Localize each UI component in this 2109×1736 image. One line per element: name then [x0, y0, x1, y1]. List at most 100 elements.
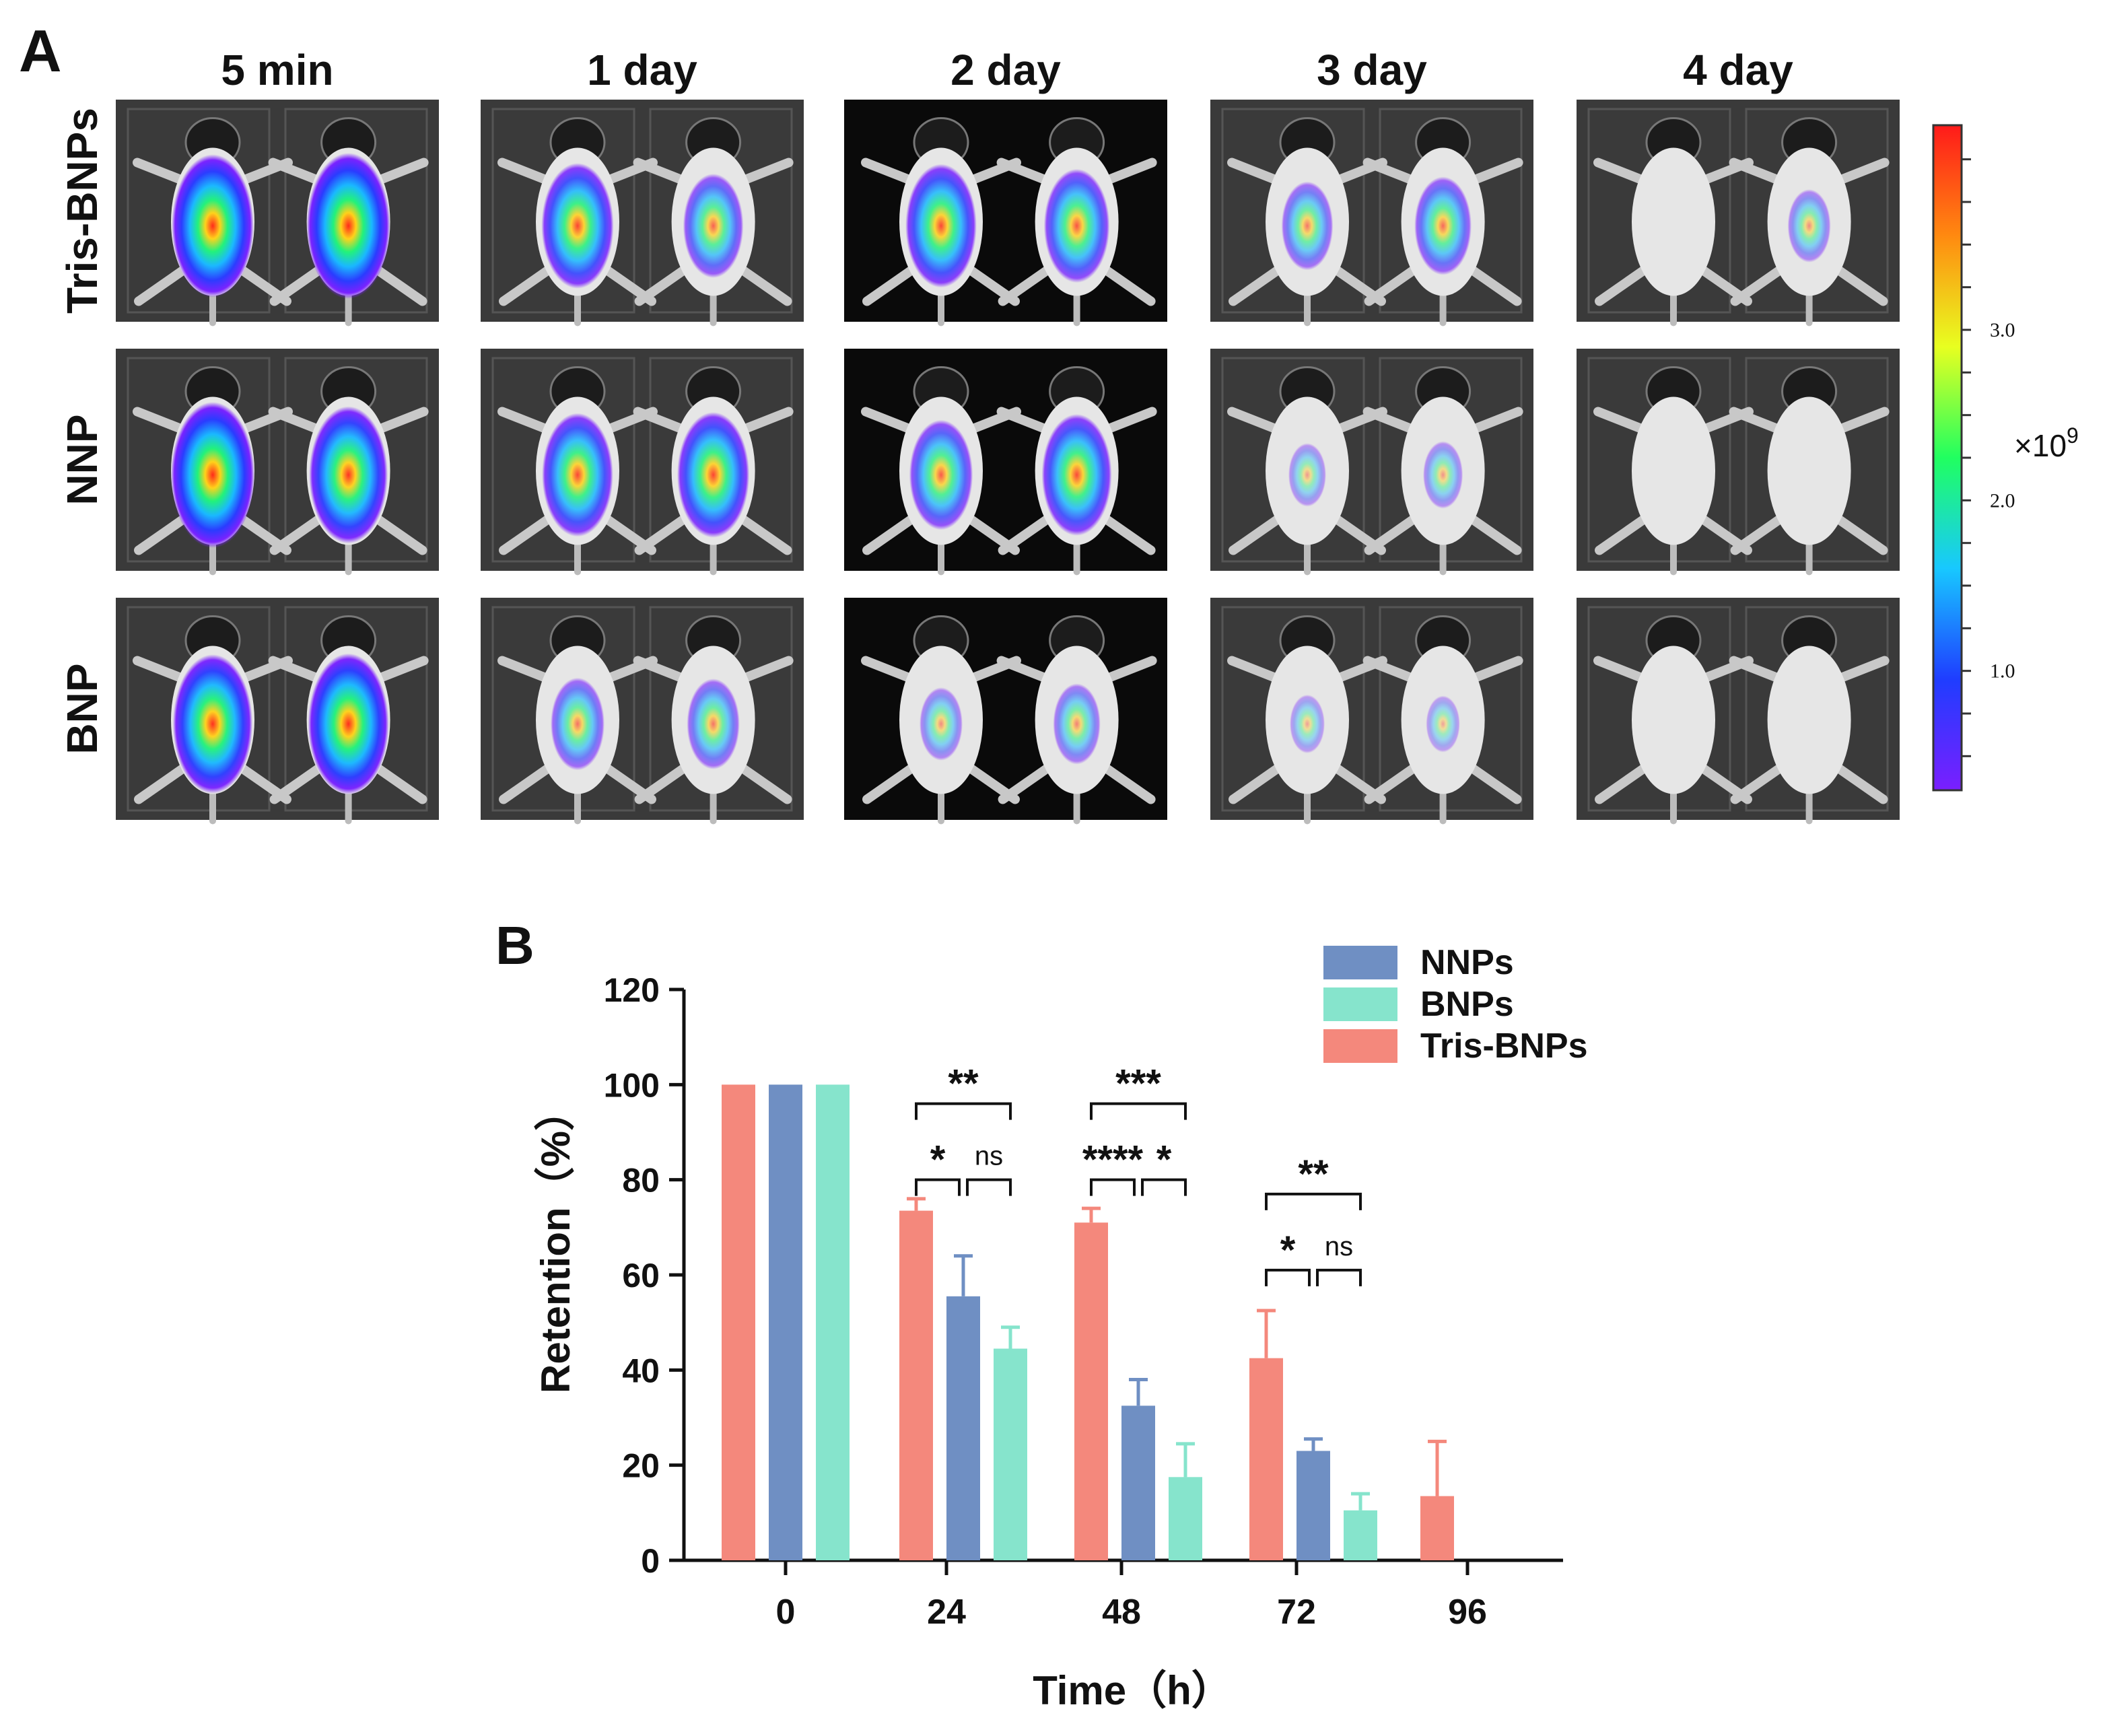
mouse-limb: [1101, 514, 1156, 555]
tray-outline: [649, 606, 793, 812]
mouse-limb: [373, 514, 427, 555]
column-header: 5 min: [221, 46, 333, 94]
mouse-limb: [1227, 407, 1281, 434]
x-axis-label: Time（h）: [1033, 1668, 1232, 1713]
tray-outline: [1587, 357, 1731, 563]
y-tick-label: 100: [604, 1066, 660, 1104]
mouse-image-panel: [116, 598, 439, 825]
colorbar-unit-exponent: 9: [2067, 423, 2079, 448]
bar-tris-bnps-96: [1420, 1496, 1454, 1560]
bar-nnps-0: [769, 1084, 802, 1560]
significance-bracket: [1141, 1178, 1187, 1196]
mouse-body: [1767, 396, 1851, 545]
mouse-limb: [861, 407, 915, 434]
mouse-silhouette: [268, 615, 429, 825]
fluorescence-signal: [905, 164, 977, 288]
fluorescence-signal: [1041, 414, 1112, 536]
mouse-limb: [1101, 265, 1156, 306]
panel-a-imaging: A 5 min 1 day 2 day 3 day 4 day Tris-BNPs NNP…: [19, 18, 2079, 825]
tray-outline: [1221, 357, 1365, 563]
fluorescence-signal: [172, 154, 254, 298]
tray-outline: [491, 108, 635, 314]
mouse-silhouette: [1593, 615, 1754, 825]
mouse-silhouette: [1729, 366, 1890, 576]
mouse-image-panel: [116, 349, 439, 576]
tray-outline: [1379, 357, 1523, 563]
mouse-limb: [1103, 407, 1157, 434]
mouse-body: [1632, 396, 1715, 545]
chart-bars: [722, 1084, 1454, 1560]
mouse-body: [1767, 646, 1851, 794]
mouse-limb: [1103, 158, 1157, 185]
fluorescence-signal: [1281, 181, 1334, 271]
mouse-limb: [374, 158, 429, 185]
mouse-limb: [133, 656, 186, 683]
mouse-limb: [1469, 407, 1523, 434]
tray-outline: [1745, 606, 1889, 812]
mouse-silhouette: [861, 117, 1021, 326]
colorbar-tick-label: 1.0: [1990, 660, 2015, 683]
mouse-limb: [861, 656, 915, 683]
mouse-limb: [634, 514, 689, 555]
row-header: NNP: [58, 414, 106, 505]
mouse-silhouette: [1227, 615, 1387, 825]
mouse-limb: [134, 265, 188, 306]
mouse-limb: [1364, 763, 1418, 804]
mouse-limb: [739, 656, 794, 683]
mouse-limb: [133, 158, 186, 185]
x-tick-label: 72: [1277, 1593, 1316, 1632]
mouse-limb: [998, 514, 1052, 555]
fluorescence-signal: [1288, 443, 1326, 507]
tray-outline: [1221, 606, 1365, 812]
bar-bnps-72: [1344, 1510, 1377, 1560]
mouse-limb: [1834, 514, 1888, 555]
mouse-limb: [499, 265, 553, 306]
mouse-limb: [996, 407, 1051, 434]
mouse-limb: [268, 158, 322, 185]
tray-outline: [127, 357, 271, 563]
mouse-limb: [497, 158, 551, 185]
tray-outline: [1379, 606, 1523, 812]
tray-outline: [1379, 108, 1523, 314]
bar-bnps-48: [1169, 1477, 1202, 1560]
mouse-silhouette: [268, 366, 429, 576]
mouse-limb: [1362, 158, 1417, 185]
mouse-limb: [1730, 265, 1785, 306]
row-header: Tris-BNPs: [58, 108, 106, 314]
legend-swatch: [1323, 946, 1397, 979]
fluorescence-signal: [683, 174, 744, 278]
column-header: 2 day: [950, 46, 1061, 94]
mouse-limb: [862, 265, 916, 306]
mouse-limb: [998, 265, 1052, 306]
significance-bracket: [1265, 1268, 1311, 1286]
mouse-limb: [374, 407, 429, 434]
fluorescence-signal: [1414, 176, 1472, 275]
mouse-limb: [633, 407, 687, 434]
mouse-limb: [862, 514, 916, 555]
significance-label: **: [1298, 1152, 1329, 1196]
mouse-limb: [499, 514, 553, 555]
tray-outline: [1587, 606, 1731, 812]
mouse-limb: [374, 656, 429, 683]
y-tick-label: 120: [604, 971, 660, 1009]
mouse-limb: [373, 763, 427, 804]
tray-outline: [1745, 108, 1889, 314]
mouse-limb: [269, 763, 324, 804]
mouse-limb: [633, 158, 687, 185]
bar-tris-bnps-0: [722, 1084, 755, 1560]
bar-tris-bnps-72: [1249, 1358, 1283, 1560]
mouse-limb: [1729, 407, 1783, 434]
mouse-limb: [1467, 763, 1522, 804]
fluorescence-signal: [542, 413, 613, 537]
mouse-limb: [1834, 265, 1888, 306]
mouse-limb: [269, 514, 324, 555]
mouse-image-panel: [1210, 100, 1533, 326]
mouse-limb: [1103, 656, 1157, 683]
tray-outline: [491, 357, 635, 563]
x-tick-label: 24: [927, 1593, 966, 1632]
mouse-silhouette: [1593, 366, 1754, 576]
fluorescence-signal: [1290, 694, 1325, 754]
fluorescence-signal: [551, 677, 604, 771]
significance-label: *: [1280, 1228, 1296, 1272]
